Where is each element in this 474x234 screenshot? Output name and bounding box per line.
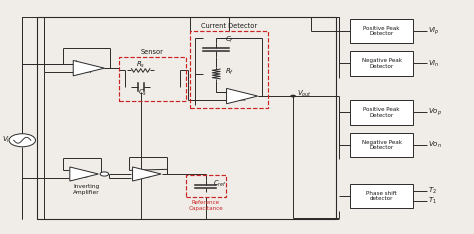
Text: $U_3$: $U_3$ xyxy=(142,172,151,181)
Text: $-$: $-$ xyxy=(68,166,76,175)
Text: $R_s$: $R_s$ xyxy=(136,60,146,70)
Text: Negative Peak
Detector: Negative Peak Detector xyxy=(362,58,401,69)
Text: $Vi_p$: $Vi_p$ xyxy=(428,25,440,37)
Bar xyxy=(350,133,413,157)
Text: $C_s$: $C_s$ xyxy=(138,88,148,98)
Text: +: + xyxy=(69,173,75,182)
Text: $T_2$: $T_2$ xyxy=(428,186,438,196)
Polygon shape xyxy=(227,88,258,104)
Text: $V_{in}$: $V_{in}$ xyxy=(2,135,13,145)
Bar xyxy=(350,51,413,76)
Text: Phase shift
detector: Phase shift detector xyxy=(366,191,397,201)
Text: $T_1$: $T_1$ xyxy=(428,196,438,206)
Text: $U_4$: $U_4$ xyxy=(237,95,246,103)
Text: $C_f$: $C_f$ xyxy=(225,35,234,45)
Text: $-$: $-$ xyxy=(72,68,80,77)
Text: $U_2$: $U_2$ xyxy=(80,172,89,181)
Text: Positive Peak
Detector: Positive Peak Detector xyxy=(363,26,400,36)
Text: $R_f$: $R_f$ xyxy=(225,66,234,77)
Circle shape xyxy=(9,134,36,147)
Text: $-$: $-$ xyxy=(225,87,233,96)
Text: $Vo_p$: $Vo_p$ xyxy=(428,107,442,118)
Bar xyxy=(350,100,413,124)
Polygon shape xyxy=(73,60,104,76)
Text: $Vo_n$: $Vo_n$ xyxy=(428,140,442,150)
Text: Negative Peak
Detector: Negative Peak Detector xyxy=(362,139,401,150)
Bar xyxy=(190,31,268,108)
Text: $U_1$: $U_1$ xyxy=(84,67,93,76)
Bar xyxy=(350,184,413,208)
Text: Sensor: Sensor xyxy=(141,49,164,55)
Text: Reference
Capacitance: Reference Capacitance xyxy=(188,200,223,211)
Text: +: + xyxy=(73,59,79,69)
Text: Current Detector: Current Detector xyxy=(201,23,257,29)
Text: +: + xyxy=(226,96,232,105)
Circle shape xyxy=(100,172,109,176)
Text: $V_{out}$: $V_{out}$ xyxy=(297,89,312,99)
Bar xyxy=(350,19,413,43)
Text: $C_{ref}$: $C_{ref}$ xyxy=(213,178,226,189)
Bar xyxy=(37,17,337,219)
Text: Inverting
Amplifier: Inverting Amplifier xyxy=(73,184,100,194)
Text: $-$: $-$ xyxy=(131,166,138,175)
Text: Positive Peak
Detector: Positive Peak Detector xyxy=(363,107,400,118)
Circle shape xyxy=(290,95,296,97)
Bar xyxy=(185,175,226,197)
Bar xyxy=(119,57,185,101)
Text: $Vi_n$: $Vi_n$ xyxy=(428,58,440,69)
Text: +: + xyxy=(131,173,138,182)
Polygon shape xyxy=(70,167,98,181)
Polygon shape xyxy=(133,167,161,181)
